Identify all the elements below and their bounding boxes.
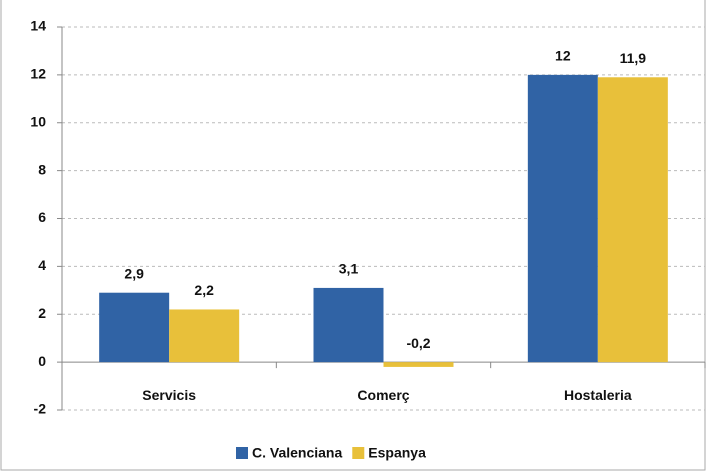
value-label: -0,2 bbox=[406, 335, 430, 351]
y-tick-label: 8 bbox=[38, 161, 46, 177]
bar bbox=[383, 362, 454, 367]
x-tick-label: Hostaleria bbox=[564, 387, 632, 403]
legend-label: Espanya bbox=[368, 445, 426, 461]
bar bbox=[99, 292, 170, 363]
x-tick-label: Comerç bbox=[357, 387, 409, 403]
y-tick-label: 10 bbox=[30, 113, 46, 129]
y-tick-label: 14 bbox=[30, 18, 46, 34]
value-label: 11,9 bbox=[620, 50, 647, 66]
legend-swatch bbox=[236, 447, 248, 459]
value-label: 12 bbox=[555, 48, 571, 64]
value-label: 2,2 bbox=[194, 282, 214, 298]
legend-label: C. Valenciana bbox=[252, 445, 342, 461]
y-tick-label: 4 bbox=[38, 257, 46, 273]
y-tick-label: -2 bbox=[34, 401, 47, 417]
y-tick-label: 2 bbox=[38, 305, 46, 321]
bar bbox=[169, 309, 240, 363]
bar bbox=[527, 74, 598, 363]
value-label: 3,1 bbox=[339, 261, 359, 277]
y-tick-label: 0 bbox=[38, 353, 46, 369]
x-tick-label: Servicis bbox=[142, 387, 196, 403]
legend-swatch bbox=[352, 447, 365, 459]
bar bbox=[313, 287, 384, 363]
value-label: 2,9 bbox=[124, 265, 144, 281]
y-tick-label: 6 bbox=[38, 209, 46, 225]
y-tick-label: 12 bbox=[30, 66, 46, 82]
bar bbox=[597, 77, 668, 363]
